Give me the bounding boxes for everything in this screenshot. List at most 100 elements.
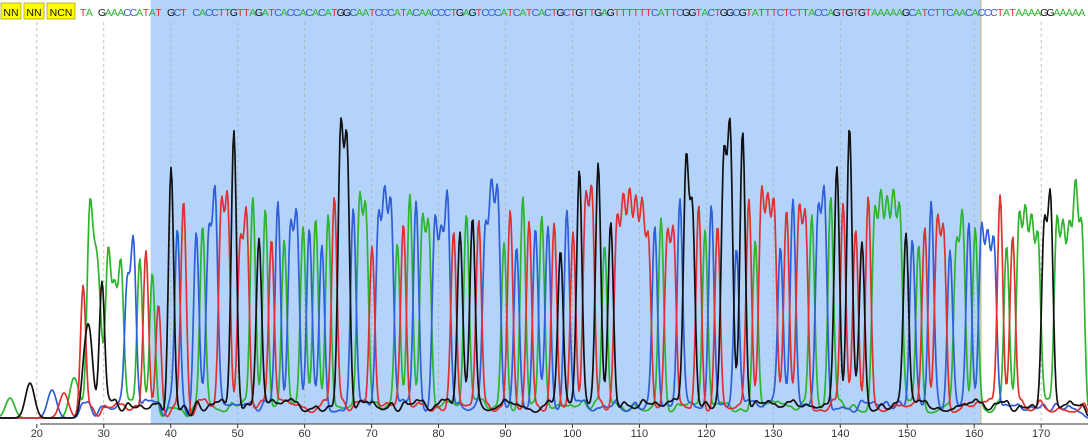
base-call: T [633, 7, 640, 19]
x-tick-label: 100 [563, 428, 581, 439]
trace-T [0, 184, 1088, 419]
base-call: T [758, 7, 765, 19]
base-call: A [871, 7, 878, 19]
base-call: C [211, 7, 219, 19]
base-call: T [645, 7, 652, 19]
base-call: T [476, 7, 483, 19]
base-call: A [658, 7, 665, 19]
base-call: T [765, 7, 772, 19]
base-call: C [381, 7, 389, 19]
base-call: G [167, 7, 175, 19]
base-call: A [105, 7, 112, 19]
base-call: C [130, 7, 138, 19]
x-tick-label: 160 [965, 428, 983, 439]
base-call: T [551, 7, 558, 19]
base-call: T [626, 7, 633, 19]
base-call: A [538, 7, 545, 19]
base-call: T [237, 7, 244, 19]
base-call: A [827, 7, 834, 19]
base-call: C [513, 7, 521, 19]
base-call: T [507, 7, 514, 19]
base-call: A [884, 7, 891, 19]
base-call: G [845, 7, 853, 19]
base-call: T [451, 7, 458, 19]
base-call: A [117, 7, 124, 19]
base-call: C [777, 7, 785, 19]
base-call: T [582, 7, 589, 19]
base-call: T [714, 7, 721, 19]
flagged-call-box[interactable] [0, 2, 22, 20]
base-call: A [1034, 7, 1041, 19]
base-call: T [526, 7, 533, 19]
base-call: G [833, 7, 841, 19]
base-call: T [664, 7, 671, 19]
base-call: A [249, 7, 256, 19]
base-call: A [362, 7, 369, 19]
base-call: T [853, 7, 860, 19]
base-call: A [519, 7, 526, 19]
flagged-call-label: NN [26, 7, 41, 19]
base-call: G [594, 7, 602, 19]
base-call: T [589, 7, 596, 19]
base-call: C [532, 7, 540, 19]
flagged-call-box[interactable] [46, 2, 76, 20]
base-call: G [255, 7, 263, 19]
flagged-call-box[interactable] [23, 2, 45, 20]
base-call: T [783, 7, 790, 19]
base-call: C [174, 7, 182, 19]
base-call: T [1010, 7, 1017, 19]
x-tick-label: 170 [1032, 428, 1050, 439]
base-call: C [946, 7, 954, 19]
base-call: C [205, 7, 213, 19]
base-call: C [707, 7, 715, 19]
base-call: T [940, 7, 947, 19]
base-call: A [601, 7, 608, 19]
base-call: T [695, 7, 702, 19]
x-tick-label: 110 [631, 428, 649, 439]
base-call: C [563, 7, 571, 19]
base-call: G [575, 7, 583, 19]
base-call: A [136, 7, 143, 19]
base-call: A [1022, 7, 1029, 19]
base-call: G [739, 7, 747, 19]
base-call: G [858, 7, 866, 19]
base-call: C [789, 7, 797, 19]
base-call: T [400, 7, 407, 19]
base-call: C [123, 7, 131, 19]
base-call: C [965, 7, 973, 19]
base-call: C [544, 7, 552, 19]
base-call: T [224, 7, 231, 19]
base-call: T [934, 7, 941, 19]
base-call: T [639, 7, 646, 19]
base-call: A [1060, 7, 1067, 19]
base-call: C [349, 7, 357, 19]
x-tick-label: 30 [98, 428, 110, 439]
base-call: A [425, 7, 432, 19]
x-tick-label: 20 [31, 428, 43, 439]
base-call: G [1046, 7, 1054, 19]
base-call: C [908, 7, 916, 19]
base-call: A [199, 7, 206, 19]
base-call: A [262, 7, 269, 19]
base-call: G [1040, 7, 1048, 19]
base-call: T [243, 7, 250, 19]
base-call: T [620, 7, 627, 19]
base-call: A [325, 7, 332, 19]
base-call: A [701, 7, 708, 19]
base-call: G [720, 7, 728, 19]
base-call: A [959, 7, 966, 19]
base-call: A [356, 7, 363, 19]
base-call: C [676, 7, 684, 19]
flagged-call-label: NCN [50, 7, 73, 19]
flagged-call-label: NN [3, 7, 18, 19]
base-call: C [814, 7, 822, 19]
base-call: C [494, 7, 502, 19]
base-call: C [651, 7, 659, 19]
base-call: A [1078, 7, 1085, 19]
base-call: G [556, 7, 564, 19]
base-call: A [500, 7, 507, 19]
base-call: T [614, 7, 621, 19]
base-call: T [80, 7, 87, 19]
